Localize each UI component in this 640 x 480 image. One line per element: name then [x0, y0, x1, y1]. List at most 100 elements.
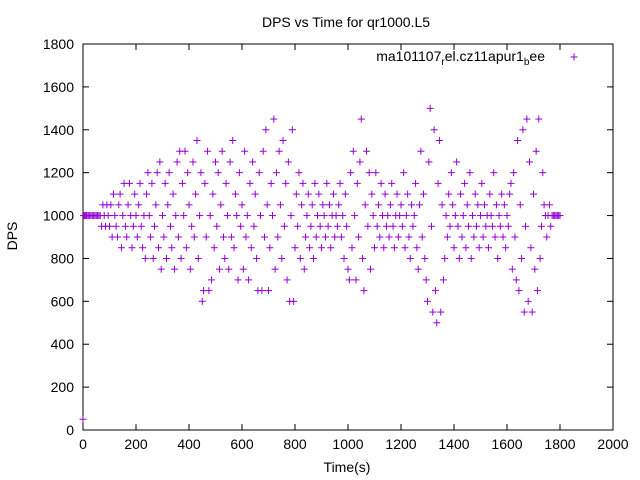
data-point: [390, 244, 398, 252]
data-point: [255, 169, 263, 177]
data-point: [278, 254, 286, 262]
data-point: [400, 169, 408, 177]
legend: ma101107rel.cz11apur1bee: [376, 48, 578, 68]
data-point: [454, 222, 462, 230]
data-point: [396, 212, 404, 220]
data-point: [245, 276, 253, 284]
data-point: [223, 212, 231, 220]
data-point: [357, 115, 365, 123]
data-point: [282, 179, 290, 187]
y-axis-label: DPS: [4, 222, 20, 251]
data-point: [499, 233, 507, 241]
x-tick-label: 800: [283, 436, 307, 452]
data-point: [310, 254, 318, 262]
y-tick-label: 0: [66, 422, 74, 438]
data-point: [360, 287, 368, 295]
data-point: [132, 212, 140, 220]
data-point: [409, 222, 417, 230]
data-point: [226, 158, 234, 166]
data-point: [178, 179, 186, 187]
data-point: [262, 126, 270, 134]
data-point: [446, 222, 454, 230]
data-point: [418, 233, 426, 241]
data-point: [270, 115, 278, 123]
data-point: [508, 265, 516, 273]
data-point: [249, 158, 257, 166]
data-point: [291, 244, 299, 252]
data-point: [384, 212, 392, 220]
data-point: [238, 201, 246, 209]
x-tick-label: 400: [177, 436, 201, 452]
data-point: [250, 222, 258, 230]
data-point: [465, 222, 473, 230]
data-point: [473, 222, 481, 230]
data-point: [451, 212, 459, 220]
data-point: [143, 190, 151, 198]
data-point: [304, 190, 312, 198]
data-point: [186, 265, 194, 273]
data-point: [107, 201, 115, 209]
data-point: [312, 233, 320, 241]
data-point: [474, 201, 482, 209]
data-point: [265, 287, 272, 295]
data-point: [457, 190, 465, 198]
data-point: [431, 287, 439, 295]
data-point: [340, 254, 348, 262]
data-point: [471, 190, 479, 198]
data-point: [180, 212, 188, 220]
data-point: [494, 254, 502, 262]
x-tick-label: 2000: [597, 436, 628, 452]
data-point: [453, 158, 461, 166]
data-point: [177, 254, 185, 262]
data-point: [523, 115, 531, 123]
data-point: [129, 222, 137, 230]
data-point: [201, 179, 209, 187]
x-tick-label: 1800: [544, 436, 575, 452]
data-point: [283, 276, 291, 284]
data-point: [511, 233, 519, 241]
data-point: [161, 179, 169, 187]
data-point: [530, 190, 537, 198]
data-point: [504, 222, 512, 230]
x-tick-label: 1400: [438, 436, 469, 452]
x-tick-label: 0: [79, 436, 87, 452]
data-point: [325, 201, 333, 209]
data-point: [337, 233, 345, 241]
data-point: [518, 254, 526, 262]
data-point: [298, 201, 306, 209]
data-point: [520, 308, 528, 316]
data-point: [449, 201, 457, 209]
data-point: [361, 201, 369, 209]
data-point: [344, 265, 352, 273]
data-point: [119, 212, 127, 220]
data-point: [455, 254, 463, 262]
data-point: [125, 179, 133, 187]
data-point: [437, 308, 445, 316]
data-point: [433, 319, 441, 327]
data-point: [151, 222, 159, 230]
data-point: [545, 201, 553, 209]
data-point: [547, 222, 555, 230]
data-point: [506, 190, 514, 198]
data-point: [123, 233, 131, 241]
data-point: [131, 190, 139, 198]
data-point: [404, 190, 412, 198]
data-point: [533, 287, 541, 295]
data-point: [462, 244, 470, 252]
data-point: [368, 190, 376, 198]
data-point: [469, 212, 477, 220]
data-point: [351, 212, 359, 220]
data-point: [159, 212, 166, 220]
data-point: [490, 169, 498, 177]
data-point: [382, 222, 390, 230]
data-point: [193, 137, 201, 144]
data-point: [386, 201, 394, 209]
data-point: [500, 201, 508, 209]
data-point: [246, 179, 254, 187]
data-point: [443, 233, 451, 241]
y-tick-label: 1800: [43, 36, 74, 52]
data-point: [259, 147, 267, 155]
data-point: [426, 104, 434, 112]
data-point: [139, 244, 147, 252]
data-point: [194, 254, 202, 262]
